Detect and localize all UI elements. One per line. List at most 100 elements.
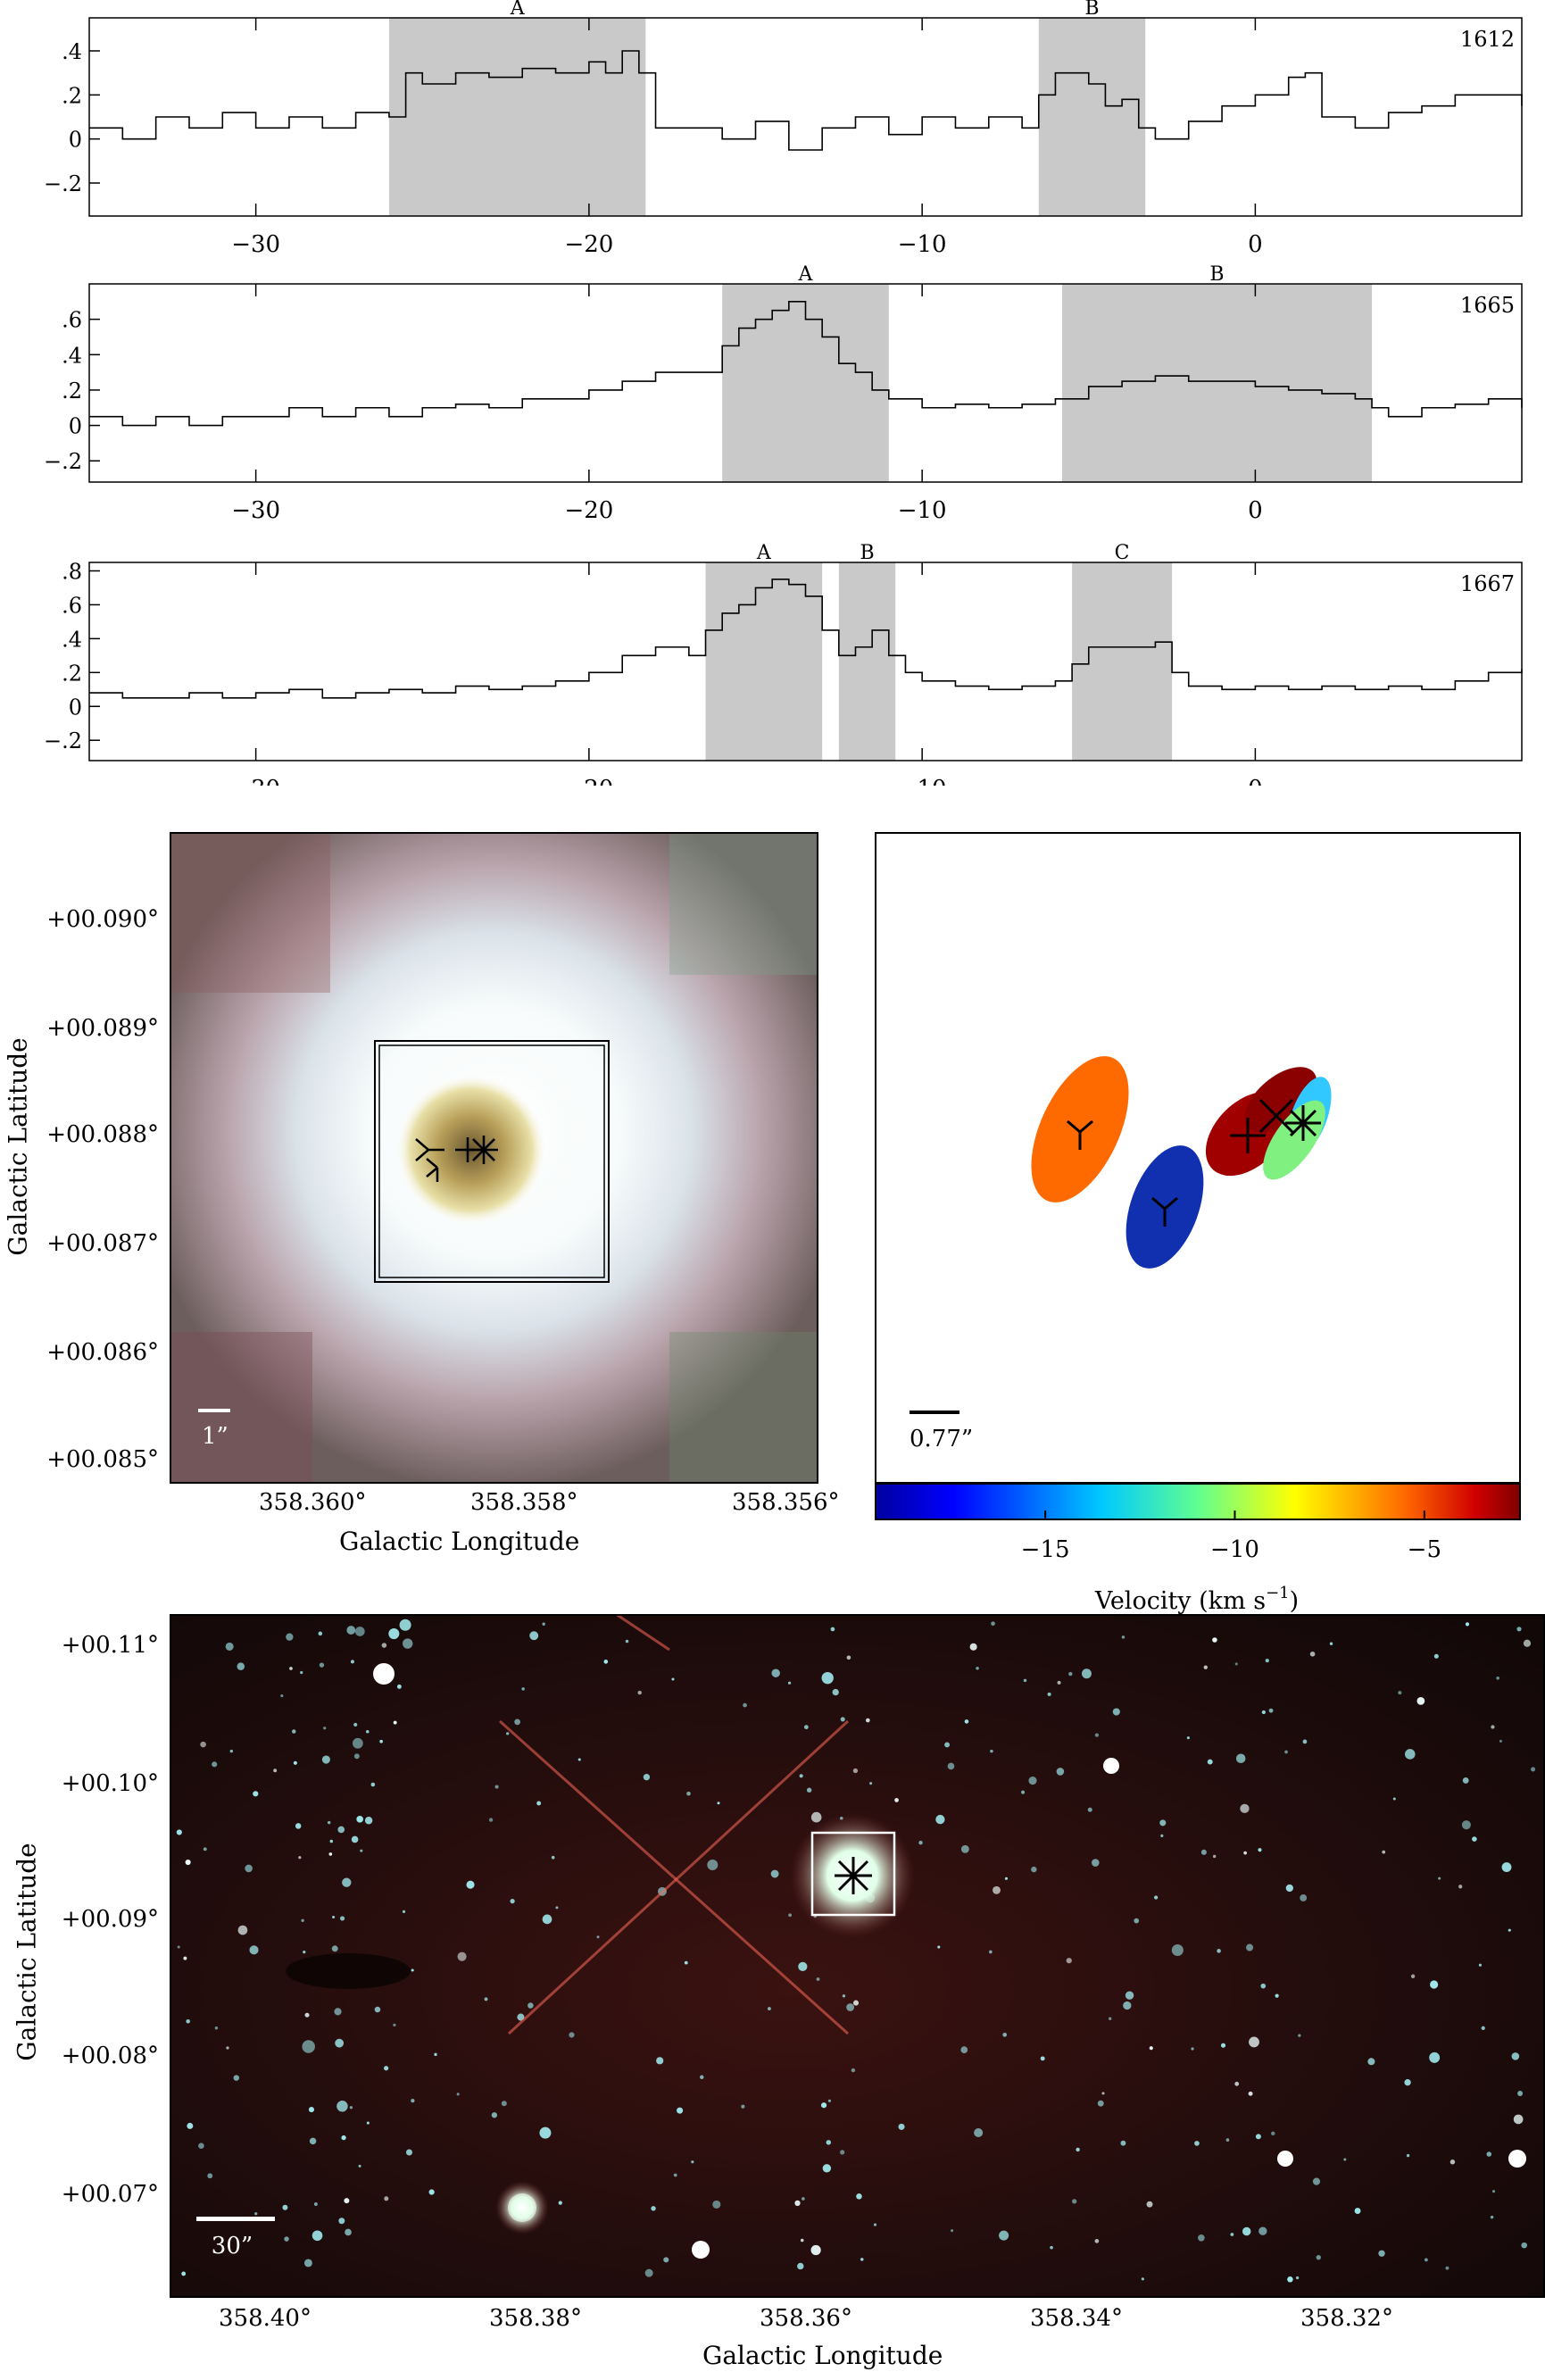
field-star (336, 2101, 348, 2112)
field-star (999, 2230, 1009, 2241)
field-star (284, 2236, 289, 2242)
field-star (1261, 1710, 1266, 1715)
field-star (1462, 1777, 1469, 1784)
field-star (894, 1798, 899, 1802)
bottom-scalebar (196, 2217, 275, 2221)
field-star (964, 1719, 969, 1724)
field-star (1445, 2266, 1449, 2270)
right-scalebar-label: 0.77” (910, 1426, 973, 1452)
bottom-frame (170, 1614, 1545, 2298)
field-star (1056, 1768, 1065, 1776)
shaded-region-A (388, 18, 646, 216)
left-ytick-1: +00.090° (46, 906, 159, 933)
field-star (1125, 1991, 1134, 2000)
field-star (1523, 1639, 1532, 1647)
field-star (289, 1667, 293, 1670)
left-xtick-2: 358.358° (470, 1489, 578, 1516)
field-star (311, 2230, 323, 2242)
field-star (1410, 1974, 1416, 1978)
spectrum-line-1667 (89, 578, 1523, 699)
field-star (185, 1859, 191, 1866)
field-star (990, 1749, 993, 1753)
field-star (976, 1666, 979, 1670)
field-star (832, 1688, 839, 1696)
field-star (717, 1802, 720, 1805)
field-star (1329, 1642, 1333, 1645)
bottom-ytick-2: +00.10° (61, 1770, 159, 1797)
xtick-label: −20 (564, 497, 613, 524)
field-star (816, 1977, 820, 1981)
ytick-label: .2 (62, 379, 82, 404)
field-star (300, 1670, 303, 1675)
field-star (1047, 1692, 1051, 1696)
frequency-label: 1665 (1460, 293, 1515, 318)
field-star (798, 1961, 808, 1971)
field-star (1094, 1733, 1100, 1737)
field-star (1004, 1877, 1009, 1880)
field-star (319, 1662, 325, 1668)
bright-field-star (1508, 2150, 1526, 2168)
field-star (1108, 2017, 1112, 2020)
field-star (625, 1639, 629, 1644)
field-star (1141, 2277, 1144, 2281)
field-star (1091, 1859, 1100, 1867)
bottom-xtick-5: 358.32° (1300, 2305, 1393, 2332)
field-star (1255, 2134, 1261, 2140)
field-star (501, 2101, 507, 2107)
colorbar-tick-label: −10 (1210, 1536, 1259, 1563)
field-star (842, 1994, 846, 1998)
xtick-label: −10 (898, 231, 947, 258)
field-star (334, 2008, 342, 2016)
velocity-marker-panel: 0.77” −15 −10 −5 Velocity (km s−1) (875, 832, 1521, 1615)
field-star (491, 2112, 498, 2118)
field-star (253, 1791, 259, 1797)
field-star (644, 2268, 653, 2277)
oh-1612-spectrum: A B −30 −20 −10 0 −.2 0 .2 .4 1612 (44, 0, 1523, 258)
field-star (346, 1626, 356, 1635)
field-star (810, 1811, 822, 1823)
field-star (286, 1633, 294, 1641)
field-star (603, 1660, 609, 1664)
field-star (335, 2038, 345, 2048)
field-star (1057, 1680, 1061, 1685)
field-star (656, 2057, 664, 2065)
field-star (794, 2200, 801, 2207)
field-star (214, 2026, 219, 2030)
field-star (1316, 2254, 1321, 2260)
field-star (1424, 2258, 1428, 2262)
maser-ellipse (1126, 1145, 1204, 1269)
field-star (321, 1755, 330, 1764)
field-star (517, 2013, 525, 2021)
field-star (456, 2093, 460, 2096)
field-star (974, 2127, 984, 2137)
ytick-label: .6 (62, 308, 82, 333)
maser-ellipses (1031, 1056, 1332, 1269)
maser-ellipse (1031, 1056, 1129, 1202)
field-star (198, 2143, 204, 2150)
shaded-region-B (838, 562, 896, 761)
field-star (1300, 1894, 1308, 1902)
field-star (806, 1787, 812, 1793)
field-star (1153, 1895, 1159, 1900)
field-star (384, 2196, 389, 2201)
field-star (358, 2164, 361, 2168)
maser-ellipse (1244, 1067, 1317, 1133)
field-star (873, 2223, 877, 2226)
star-field-panel: 30” (170, 1614, 1545, 2298)
left-ytick-6: +00.085° (46, 1446, 159, 1473)
left-image-panel: 1” (170, 832, 818, 1484)
field-star (1101, 2092, 1105, 2095)
bottom-xlabel: Galactic Longitude (702, 2341, 943, 2370)
field-star (937, 1945, 941, 1949)
field-star (273, 1768, 278, 1773)
xtick-label: 0 (1248, 231, 1263, 258)
field-star (637, 1690, 642, 1695)
field-star (1499, 1739, 1502, 1743)
field-star (366, 2121, 370, 2125)
bright-field-star (1103, 1758, 1119, 1774)
field-star (830, 1627, 835, 1632)
xtick-label: −30 (231, 497, 280, 524)
field-star (212, 1761, 218, 1768)
field-star (555, 1906, 559, 1910)
field-star (1461, 1820, 1471, 1830)
